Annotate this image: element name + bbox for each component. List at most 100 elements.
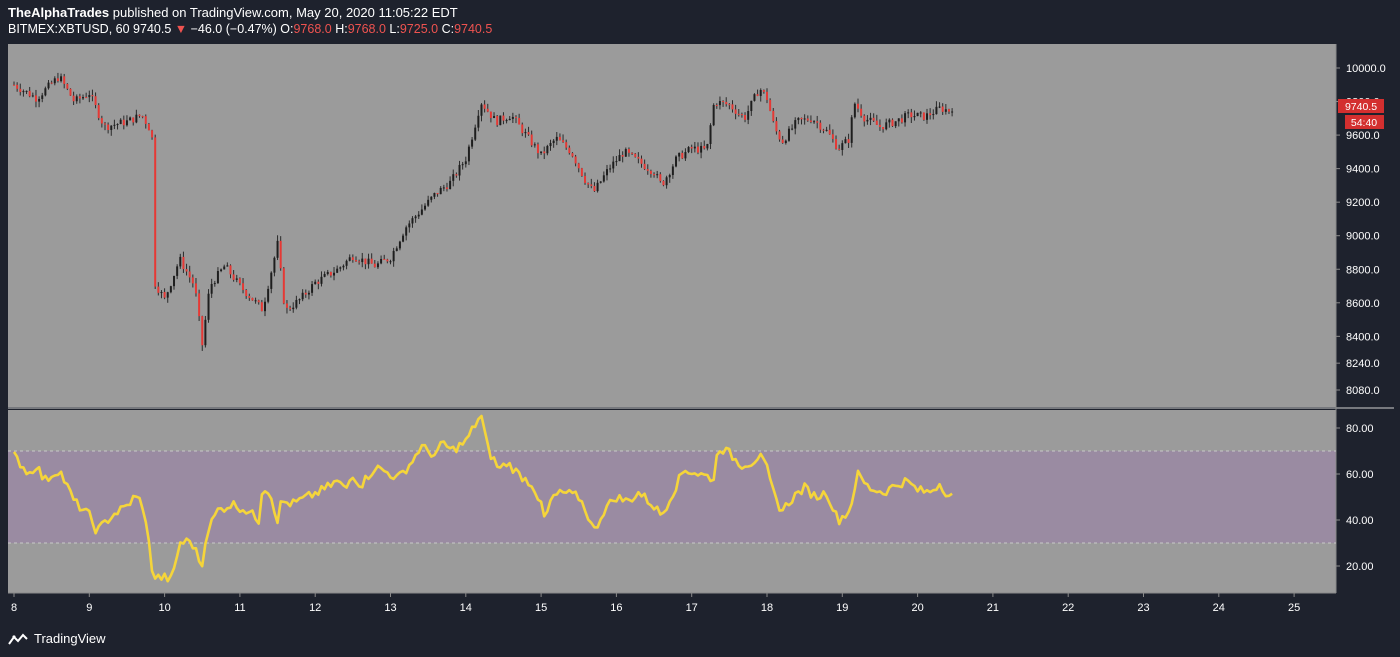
candle-body <box>147 123 150 131</box>
candle-body <box>405 227 408 236</box>
candle-body <box>56 78 59 82</box>
candle-body <box>201 316 204 346</box>
candle-body <box>929 113 932 116</box>
candle-body <box>370 258 373 264</box>
candle-body <box>389 261 392 263</box>
candle-body <box>75 96 78 102</box>
candle-body <box>41 95 44 99</box>
time-tick-label: 21 <box>987 602 999 614</box>
candle-body <box>339 267 342 269</box>
candle-body <box>427 199 430 206</box>
candle-body <box>264 301 266 312</box>
candle-body <box>926 113 929 120</box>
candle-body <box>125 120 128 126</box>
footer: TradingView <box>8 631 106 646</box>
candle-body <box>50 82 53 84</box>
candle-body <box>364 258 367 265</box>
candle-body <box>584 175 587 183</box>
candle-body <box>524 132 527 134</box>
candle-body <box>565 142 568 148</box>
candle-body <box>486 108 489 112</box>
candle-body <box>461 164 464 166</box>
candle-body <box>207 293 210 320</box>
candle-body <box>411 218 414 224</box>
time-tick-label: 25 <box>1288 602 1300 614</box>
candle-body <box>176 266 179 276</box>
change-value: −46.0 (−0.47%) <box>190 22 277 36</box>
candle-body <box>722 101 725 103</box>
candle-body <box>944 109 947 112</box>
candle-body <box>703 145 706 149</box>
candle-body <box>188 271 191 278</box>
candle-body <box>935 106 938 115</box>
candle-body <box>358 261 361 263</box>
candle-body <box>806 118 809 121</box>
candlestick-series <box>13 72 954 351</box>
candle-body <box>696 146 699 153</box>
low-value: 9725.0 <box>399 22 439 36</box>
candle-body <box>417 214 420 217</box>
candle-body <box>169 286 172 293</box>
candle-body <box>502 115 505 121</box>
candle-body <box>248 296 251 298</box>
candle-body <box>659 174 662 181</box>
symbol-label[interactable]: BITMEX:XBTUSD, 60 <box>8 22 130 36</box>
candle-body <box>157 286 160 293</box>
candle-body <box>235 278 238 280</box>
candle-body <box>424 205 427 210</box>
candle-body <box>160 292 163 294</box>
candle-body <box>392 250 395 262</box>
candle-body <box>53 78 56 84</box>
candle-body <box>938 106 941 108</box>
candle-body <box>759 90 762 96</box>
candle-body <box>226 265 229 267</box>
candle-body <box>511 116 514 119</box>
candle-body <box>897 118 900 122</box>
candle-body <box>386 259 389 262</box>
candle-body <box>533 144 536 146</box>
tradingview-logo-icon[interactable] <box>8 633 28 645</box>
candle-body <box>772 110 775 122</box>
candle-body <box>653 174 656 176</box>
time-tick-label: 11 <box>234 602 245 614</box>
candle-body <box>445 187 448 190</box>
candle-body <box>838 148 841 150</box>
candle-body <box>85 97 88 99</box>
candle-body <box>612 161 615 169</box>
candle-body <box>856 103 859 109</box>
candle-body <box>540 151 543 154</box>
candle-body <box>489 111 492 119</box>
candle-body <box>295 299 298 308</box>
candle-body <box>599 181 602 183</box>
candle-body <box>700 145 703 153</box>
footer-brand[interactable]: TradingView <box>34 631 106 646</box>
price-tick-label: 9200.0 <box>1346 197 1380 209</box>
candle-body <box>320 276 323 284</box>
candle-body <box>19 88 22 93</box>
candle-body <box>13 84 15 86</box>
price-tick-label: 10000.0 <box>1346 63 1386 75</box>
candle-body <box>380 258 383 264</box>
publisher-name[interactable]: TheAlphaTrades <box>8 5 110 20</box>
candle-body <box>756 94 759 96</box>
price-axis[interactable]: 10000.09800.09600.09400.09200.09000.0880… <box>1336 63 1386 397</box>
candle-body <box>791 128 794 130</box>
candle-body <box>690 147 693 149</box>
candle-body <box>119 119 122 125</box>
price-tick-label: 8240.0 <box>1346 358 1380 370</box>
rsi-tick-label: 40.00 <box>1346 515 1374 527</box>
candle-body <box>744 115 747 120</box>
price-pane[interactable] <box>8 44 1336 407</box>
rsi-axis[interactable]: 80.00 60.00 40.00 20.00 <box>1336 423 1374 573</box>
candle-body <box>822 129 825 131</box>
time-tick-label: 19 <box>836 602 848 614</box>
time-axis[interactable]: 8 9 10 11 12 13 14 15 16 17 18 19 20 21 22 23 24 25 <box>11 593 1300 614</box>
candle-body <box>747 111 750 120</box>
candle-body <box>878 124 881 128</box>
candle-body <box>853 103 856 118</box>
candle-body <box>863 115 866 122</box>
candle-body <box>16 84 19 89</box>
candle-body <box>693 146 696 149</box>
candle-body <box>910 112 913 118</box>
